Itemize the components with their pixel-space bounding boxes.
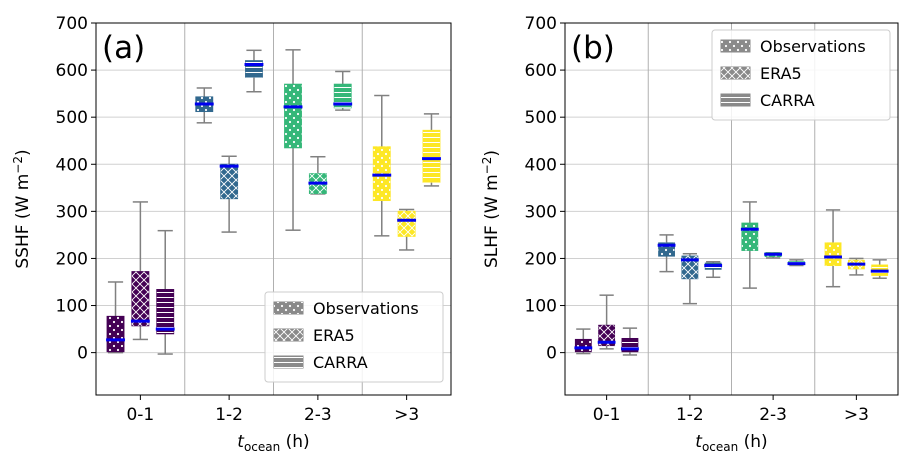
- y-tick-label: 0: [546, 344, 557, 364]
- legend-label: CARRA: [760, 91, 815, 110]
- box-carra-2: [704, 260, 723, 279]
- box-hatch: [156, 289, 174, 334]
- y-tick-label: 600: [56, 61, 88, 81]
- box-hatch: [598, 325, 615, 346]
- box-observations-3: [740, 201, 759, 289]
- box-carra-3: [787, 259, 806, 267]
- y-tick-label: 300: [56, 202, 88, 222]
- y-tick-label: 0: [77, 344, 88, 364]
- box-observations-4: [824, 209, 842, 288]
- panel-label: (a): [102, 30, 145, 66]
- box-hatch: [575, 339, 592, 352]
- legend-label: Observations: [313, 299, 419, 318]
- box-observations-2: [194, 87, 214, 124]
- box-era5-3: [764, 252, 783, 259]
- y-tick-label: 600: [525, 61, 557, 81]
- axes-frame: [95, 22, 452, 396]
- legend: Observations ERA5 CARRA: [264, 291, 444, 383]
- y-tick-label: 100: [56, 297, 88, 317]
- legend-swatch-hatch: [721, 40, 750, 52]
- x-tick-label: 1-2: [215, 405, 243, 425]
- legend-item-era5: ERA5: [720, 64, 802, 83]
- y-tick-label: 200: [56, 249, 88, 269]
- box-hatch: [423, 130, 440, 183]
- y-axis-label: SSHF (W m−2): [11, 149, 33, 268]
- box-hatch: [681, 256, 698, 279]
- box-hatch: [284, 84, 302, 148]
- box-era5-1: [597, 294, 616, 350]
- x-tick-label: 0-1: [126, 405, 154, 425]
- box-era5-1: [130, 201, 150, 341]
- y-tick-label: 700: [525, 14, 557, 34]
- y-tick-label: 100: [525, 297, 557, 317]
- box-hatch: [220, 164, 238, 199]
- legend-item-era5: ERA5: [273, 326, 355, 345]
- legend-label: ERA5: [313, 326, 355, 345]
- legend-swatch-hatch: [274, 356, 303, 368]
- x-tick-label: 1-2: [676, 405, 704, 425]
- legend-frame: [711, 29, 891, 121]
- box-observations-1: [574, 328, 593, 355]
- y-tick-label: 400: [56, 155, 88, 175]
- panel-a: 0 100 200 300 400 500 600 700 0-1 1-2 2-3 >3 (a) SSHF…: [11, 14, 452, 454]
- x-tick-label: >3: [844, 405, 869, 425]
- legend-label: Observations: [760, 37, 866, 56]
- box-hatch: [131, 271, 149, 326]
- x-tick-label: 0-1: [593, 405, 621, 425]
- legend-swatch-hatch: [721, 67, 750, 79]
- box-era5-2: [219, 155, 239, 233]
- legend-label: CARRA: [313, 353, 368, 372]
- y-tick-label: 400: [525, 155, 557, 175]
- box-observations-1: [106, 281, 125, 354]
- x-tick-label: 2-3: [759, 405, 787, 425]
- legend-item-observations: Observations: [273, 299, 419, 318]
- box-hatch: [741, 223, 758, 251]
- box-hatch: [107, 316, 124, 352]
- box-observations-2: [657, 234, 676, 273]
- y-tick-label: 500: [525, 108, 557, 128]
- box-era5-4: [847, 257, 866, 276]
- panel-b: 0 100 200 300 400 500 600 700 0-1 1-2 2-3 >3 (b) SLHF…: [480, 14, 899, 454]
- legend-frame: [264, 291, 444, 383]
- box-carra-4: [870, 259, 889, 279]
- box-hatch: [825, 242, 841, 266]
- y-tick-label: 500: [56, 108, 88, 128]
- legend-item-carra: CARRA: [720, 91, 815, 110]
- legend-swatch-hatch: [721, 94, 750, 106]
- y-tick-label: 300: [525, 202, 557, 222]
- x-axis-label: tocean (h): [237, 432, 309, 454]
- box-carra-3: [333, 70, 353, 111]
- box-observations-4: [372, 94, 392, 237]
- x-axis-label: tocean (h): [695, 432, 767, 454]
- box-carra-1: [155, 229, 175, 355]
- y-tick-label: 200: [525, 249, 557, 269]
- box-carra-1: [621, 327, 639, 356]
- box-carra-4: [422, 113, 441, 187]
- legend-swatch-hatch: [274, 302, 303, 314]
- legend-label: ERA5: [760, 64, 802, 83]
- x-tick-label: >3: [394, 405, 419, 425]
- legend-swatch-hatch: [274, 329, 303, 341]
- box-era5-3: [308, 155, 328, 195]
- box-observations-3: [283, 49, 303, 231]
- box-hatch: [398, 211, 416, 237]
- y-tick-label: 700: [56, 14, 88, 34]
- box-hatch: [334, 84, 352, 108]
- legend: Observations ERA5 CARRA: [711, 29, 891, 121]
- legend-item-observations: Observations: [720, 37, 866, 56]
- panel-label: (b): [571, 30, 615, 66]
- legend-item-carra: CARRA: [273, 353, 368, 372]
- axes-frame: [564, 22, 899, 396]
- y-axis-label: SLHF (W m−2): [480, 150, 502, 268]
- box-carra-2: [244, 49, 264, 93]
- x-tick-label: 2-3: [304, 405, 332, 425]
- box-era5-4: [397, 208, 417, 251]
- box-era5-2: [680, 252, 699, 305]
